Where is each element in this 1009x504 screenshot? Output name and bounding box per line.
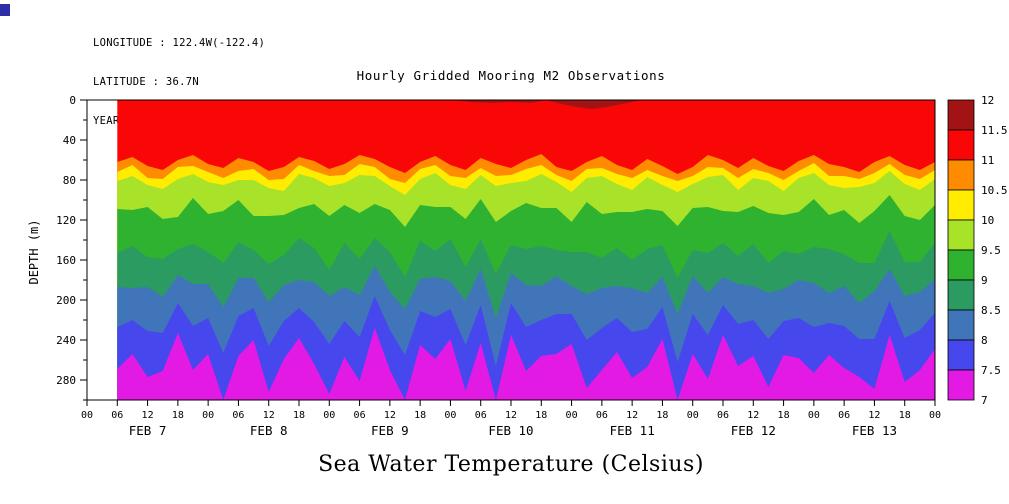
surface-patch-11.5-12.0C: [546, 100, 643, 109]
x-tick-label: 00: [808, 410, 820, 421]
window-corner-artifact: [0, 4, 10, 16]
x-tick-label: 00: [444, 410, 456, 421]
x-tick-label: 12: [142, 410, 154, 421]
colorbar-label: 12: [981, 94, 994, 107]
band-7.0-7.5C: [117, 328, 936, 400]
colorbar-cell: [947, 279, 975, 311]
x-day-label: FEB 9: [371, 423, 409, 438]
colorbar-cell: [947, 219, 975, 251]
y-tick-label: 200: [56, 294, 76, 307]
x-tick-label: 06: [475, 410, 487, 421]
x-day-label: FEB 11: [610, 423, 655, 438]
colorbar-label: 8.5: [981, 304, 1001, 317]
x-tick-label: 18: [172, 410, 184, 421]
x-tick-label: 00: [323, 410, 335, 421]
x-tick-label: 00: [81, 410, 93, 421]
y-tick-label: 280: [56, 374, 76, 387]
colorbar-cell: [947, 129, 975, 161]
x-tick-label: 00: [929, 410, 941, 421]
colorbar-label: 7: [981, 394, 988, 407]
x-day-label: FEB 7: [129, 423, 167, 438]
x-tick-label: 18: [778, 410, 790, 421]
longitude-label: LONGITUDE : 122.4W(-122.4): [93, 37, 266, 49]
x-day-label: FEB 13: [852, 423, 897, 438]
colorbar-label: 11: [981, 154, 994, 167]
x-tick-label: 18: [656, 410, 668, 421]
surface-patch-11.5-12.0C: [450, 100, 547, 103]
colorbar-label: 11.5: [981, 124, 1008, 137]
y-tick-label: 120: [56, 214, 76, 227]
colorbar-cell: [947, 189, 975, 221]
colorbar-label: 8: [981, 334, 988, 347]
x-tick-label: 12: [505, 410, 517, 421]
y-axis-title: DEPTH (m): [27, 219, 41, 284]
x-tick-label: 00: [566, 410, 578, 421]
y-tick-label: 40: [63, 134, 76, 147]
colorbar-cell: [947, 99, 975, 131]
x-tick-label: 12: [263, 410, 275, 421]
plot-title: Hourly Gridded Mooring M2 Observations: [356, 68, 666, 83]
x-tick-label: 06: [111, 410, 123, 421]
x-tick-label: 06: [838, 410, 850, 421]
colorbar-label: 7.5: [981, 364, 1001, 377]
x-tick-label: 06: [717, 410, 729, 421]
colorbar-cell: [947, 309, 975, 341]
colorbar-cell: [947, 159, 975, 191]
y-tick-label: 240: [56, 334, 76, 347]
colorbar-label: 10: [981, 214, 994, 227]
latitude-label: LATITUDE : 36.7N: [93, 76, 199, 88]
y-tick-label: 80: [63, 174, 76, 187]
colorbar-label: 9: [981, 274, 988, 287]
colorbar-cell: [947, 369, 975, 401]
colorbar-cell: [947, 339, 975, 371]
x-tick-label: 00: [202, 410, 214, 421]
x-tick-label: 12: [384, 410, 396, 421]
colorbar-label: 9.5: [981, 244, 1001, 257]
x-tick-label: 18: [293, 410, 305, 421]
x-tick-label: 18: [899, 410, 911, 421]
x-tick-label: 06: [596, 410, 608, 421]
x-tick-label: 18: [535, 410, 547, 421]
x-day-label: FEB 10: [488, 423, 533, 438]
colorbar-cell: [947, 249, 975, 281]
x-day-label: FEB 12: [731, 423, 776, 438]
x-day-label: FEB 8: [250, 423, 288, 438]
chart-caption: Sea Water Temperature (Celsius): [318, 452, 704, 477]
x-tick-label: 12: [868, 410, 880, 421]
colorbar-label: 10.5: [981, 184, 1008, 197]
y-tick-label: 0: [69, 94, 76, 107]
x-tick-label: 12: [626, 410, 638, 421]
x-tick-label: 06: [354, 410, 366, 421]
x-tick-label: 06: [232, 410, 244, 421]
x-tick-label: 18: [414, 410, 426, 421]
x-tick-label: 12: [747, 410, 759, 421]
x-tick-label: 00: [687, 410, 699, 421]
y-tick-label: 160: [56, 254, 76, 267]
